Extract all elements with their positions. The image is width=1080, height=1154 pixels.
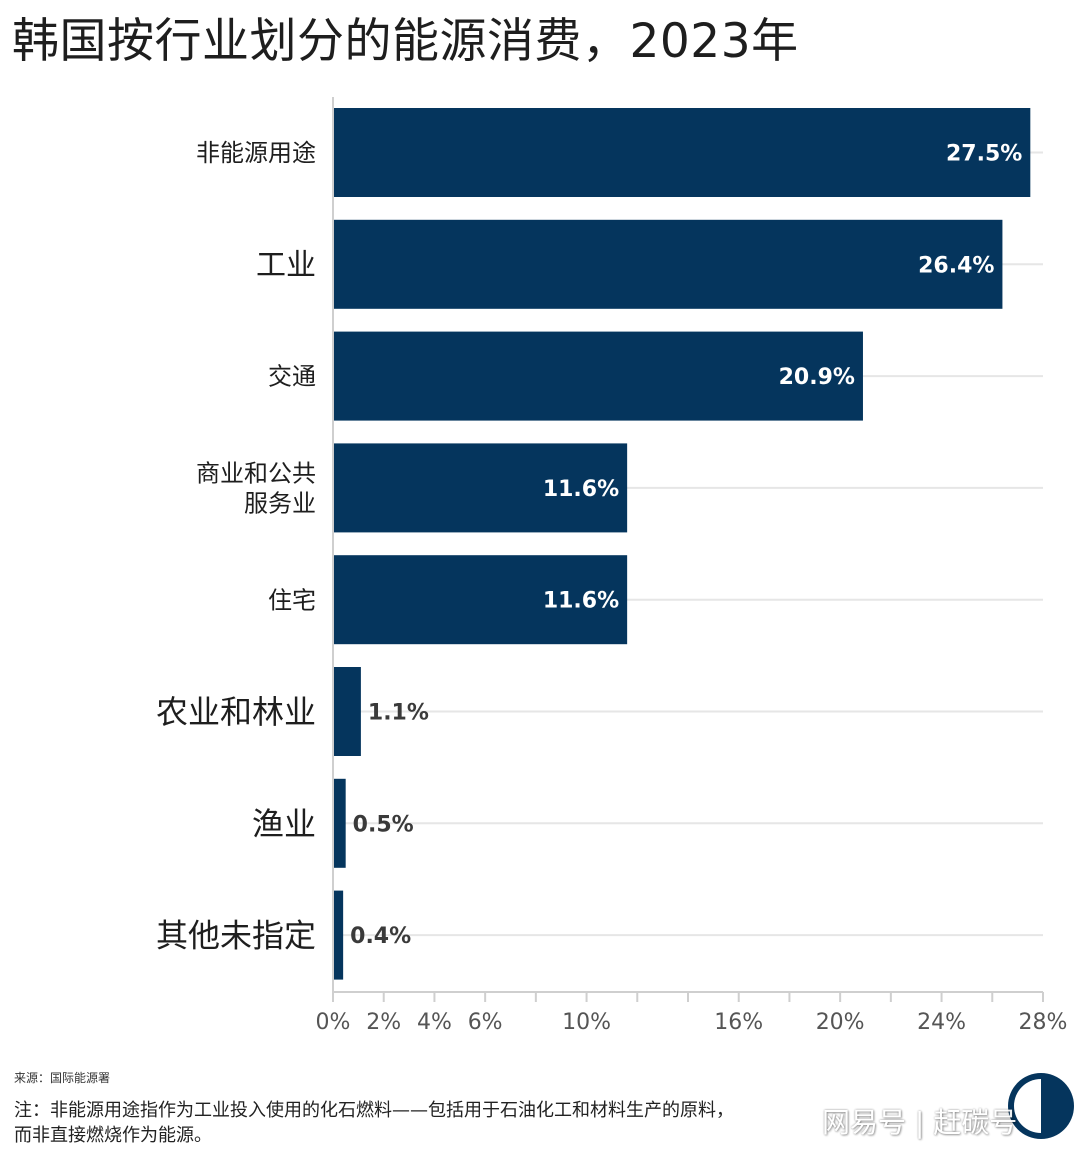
x-tick-label: 6% bbox=[468, 1010, 503, 1035]
bar bbox=[333, 443, 628, 533]
data-label: 26.4% bbox=[918, 253, 994, 278]
category-label: 住宅 bbox=[268, 586, 316, 614]
x-tick-label: 28% bbox=[1019, 1010, 1068, 1035]
bar bbox=[333, 555, 628, 645]
category-label: 农业和林业 bbox=[156, 693, 316, 731]
category-label: 其他未指定 bbox=[156, 917, 316, 955]
data-label: 0.5% bbox=[353, 812, 414, 837]
bar bbox=[333, 331, 863, 421]
bar bbox=[333, 667, 361, 756]
x-tick-label: 4% bbox=[417, 1010, 452, 1035]
data-label: 11.6% bbox=[543, 589, 619, 614]
x-tick-label: 24% bbox=[917, 1010, 966, 1035]
category-label: 服务业 bbox=[244, 490, 316, 518]
data-label: 20.9% bbox=[779, 365, 855, 390]
category-label: 交通 bbox=[268, 363, 316, 391]
footnote-line-1: 注：非能源用途指作为工业投入使用的化石燃料——包括用于石油化工和材料生产的原料， bbox=[14, 1100, 734, 1121]
bar-chart: 27.5% 26.4% 20.9% 11.6% 11.6% 1.1% 0.5% 0.4% 非能源… bbox=[156, 97, 1068, 1035]
source-note: 来源：国际能源署 bbox=[14, 1071, 111, 1085]
x-tick-label: 20% bbox=[816, 1010, 865, 1035]
chart-title: 韩国按行业划分的能源消费，2023年 bbox=[12, 14, 799, 69]
footnote-line-2: 而非直接燃烧作为能源。 bbox=[14, 1125, 212, 1146]
footnote: 注：非能源用途指作为工业投入使用的化石燃料——包括用于石油化工和材料生产的原料，… bbox=[14, 1098, 734, 1148]
category-label: 渔业 bbox=[252, 805, 316, 843]
bar bbox=[333, 108, 1031, 197]
category-label: 工业 bbox=[256, 248, 316, 283]
x-tick-label: 16% bbox=[714, 1010, 763, 1035]
data-label: 0.4% bbox=[350, 924, 411, 949]
bar bbox=[333, 778, 346, 868]
data-label: 1.1% bbox=[368, 701, 429, 726]
x-tick-label: 10% bbox=[562, 1010, 611, 1035]
data-label: 11.6% bbox=[543, 477, 619, 502]
category-label: 商业和公共 bbox=[196, 460, 316, 488]
x-tick-label: 0% bbox=[316, 1010, 351, 1035]
category-label: 非能源用途 bbox=[196, 139, 316, 167]
bar bbox=[333, 219, 1003, 309]
x-tick-label: 2% bbox=[366, 1010, 401, 1035]
bar bbox=[333, 890, 344, 980]
data-label: 27.5% bbox=[946, 142, 1022, 167]
watermark-text: 网易号 | 赶碳号 bbox=[822, 1106, 1018, 1139]
publisher-logo-icon bbox=[1008, 1073, 1074, 1139]
